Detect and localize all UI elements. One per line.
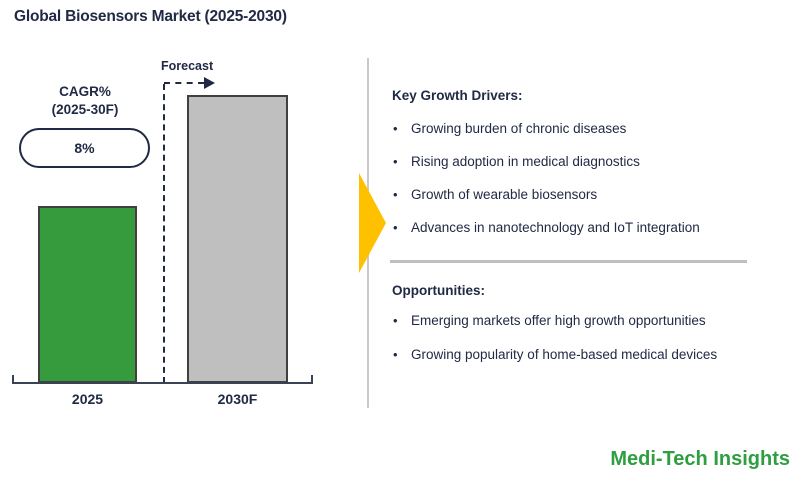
forecast-arrowhead-icon (204, 77, 215, 89)
medi-tech-insights-logo: Medi-Tech Insights (610, 448, 790, 470)
x-axis-tick-left (12, 375, 14, 384)
driver-item: Rising adoption in medical diagnostics (392, 153, 788, 171)
opportunity-item: Growing popularity of home-based medical… (392, 346, 788, 364)
panel-horizontal-divider (390, 260, 747, 263)
drivers-heading: Key Growth Drivers: (392, 88, 523, 103)
x-axis (12, 375, 313, 384)
forecast-dashed-line (164, 82, 204, 84)
opportunities-list: Emerging markets offer high growth oppor… (392, 312, 788, 364)
axis-label-2025: 2025 (71, 391, 104, 407)
cagr-period: (2025-30F) (51, 102, 119, 117)
forecast-dashed-separator (163, 84, 165, 383)
opportunities-heading: Opportunities: (392, 283, 485, 298)
x-axis-tick-right (311, 375, 313, 384)
key-growth-drivers-section: Key Growth Drivers: Growing burden of ch… (392, 87, 788, 252)
cagr-value: 8% (74, 140, 95, 156)
bar-2025 (38, 206, 137, 383)
driver-item: Advances in nanotechnology and IoT integ… (392, 219, 788, 237)
forecast-label: Forecast (161, 59, 214, 73)
axis-label-2030f: 2030F (217, 391, 258, 407)
cagr-label: CAGR% (59, 84, 111, 99)
gold-arrow-icon (359, 173, 386, 273)
driver-item: Growth of wearable biosensors (392, 186, 788, 204)
opportunity-item: Emerging markets offer high growth oppor… (392, 312, 788, 330)
cagr-value-badge: 8% (19, 128, 150, 168)
page-title: Global Biosensors Market (2025-2030) (14, 8, 287, 25)
cagr-title: CAGR% (2025-30F) (9, 83, 161, 119)
opportunities-section: Opportunities: Emerging markets offer hi… (392, 282, 788, 380)
driver-item: Growing burden of chronic diseases (392, 120, 788, 138)
bar-2030f (187, 95, 288, 383)
drivers-list: Growing burden of chronic diseases Risin… (392, 120, 788, 237)
